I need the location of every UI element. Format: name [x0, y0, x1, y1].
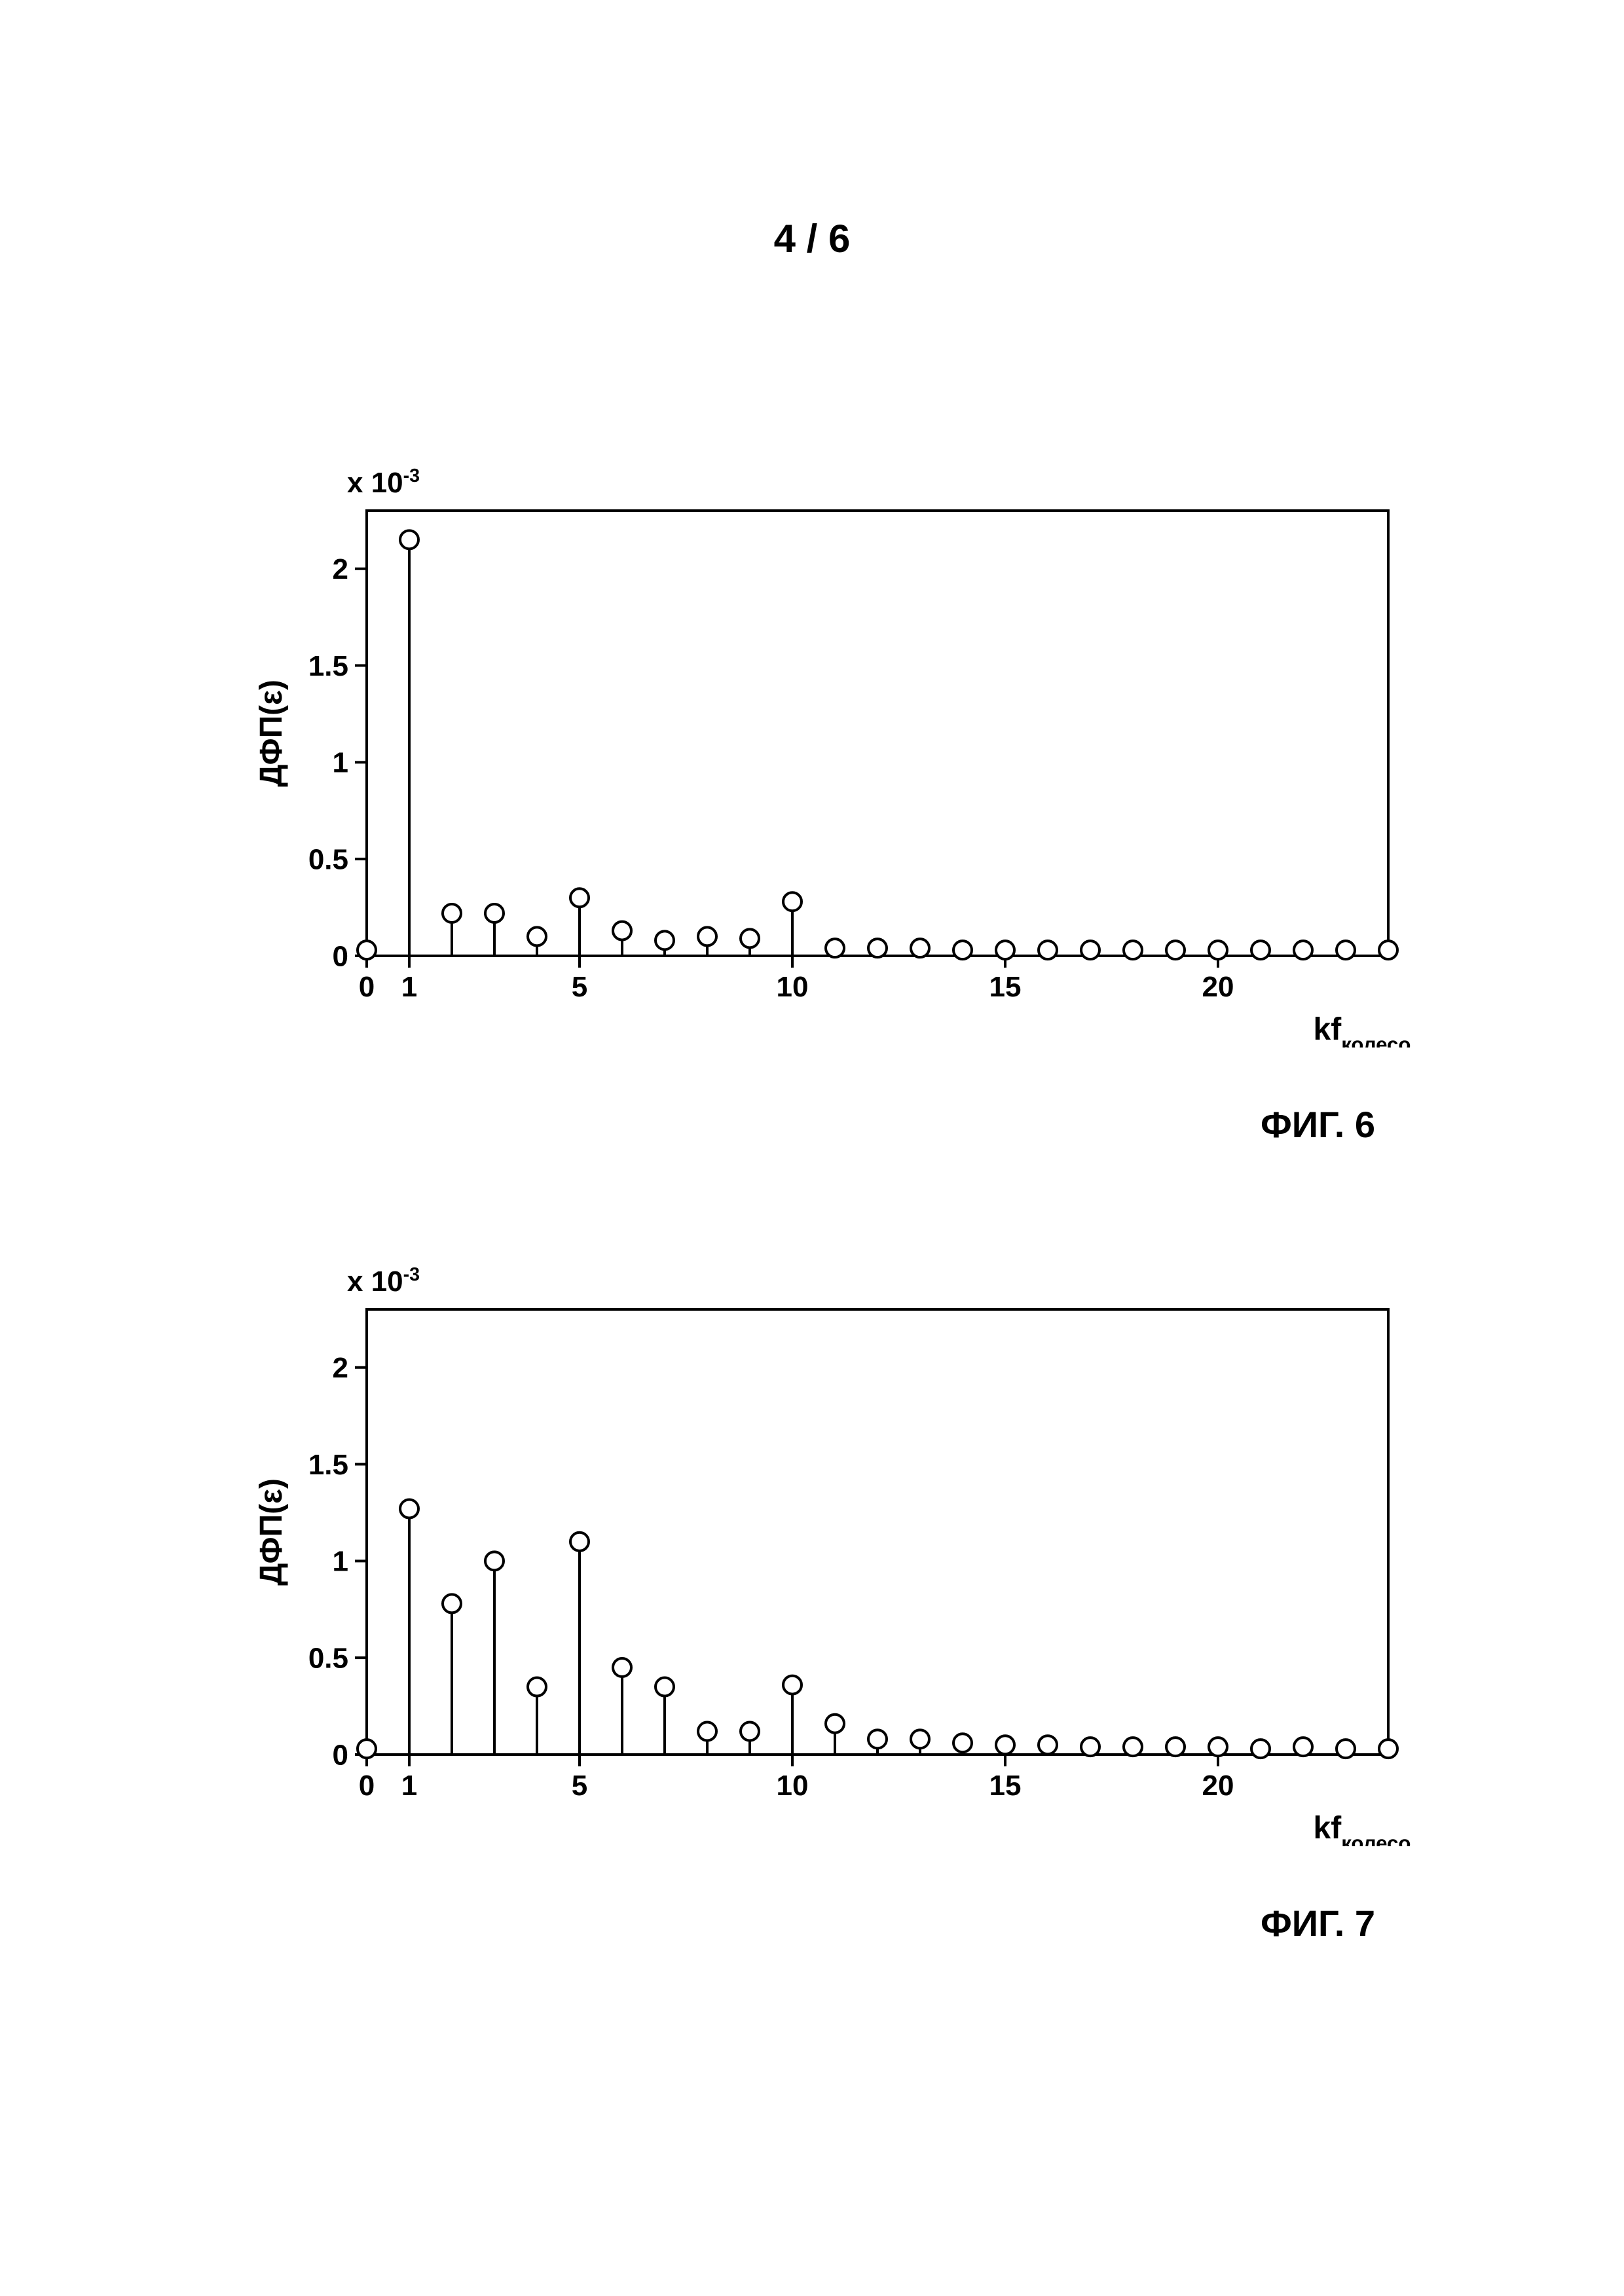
svg-text:1: 1	[401, 1770, 417, 1802]
figure-7: 00.511.52015101520x 10-3ДФП(ε)kfколесо Ф…	[249, 1257, 1414, 1846]
svg-text:2: 2	[333, 1352, 348, 1384]
svg-text:1: 1	[401, 971, 417, 1003]
svg-text:0: 0	[359, 1770, 375, 1802]
svg-text:20: 20	[1202, 971, 1234, 1003]
svg-text:1.5: 1.5	[308, 650, 348, 682]
svg-text:15: 15	[989, 971, 1022, 1003]
svg-text:kfколесо: kfколесо	[1314, 1811, 1411, 1846]
stem-chart-fig7: 00.511.52015101520x 10-3ДФП(ε)kfколесо	[249, 1257, 1414, 1846]
svg-text:ДФП(ε): ДФП(ε)	[254, 1478, 289, 1586]
stem-chart-fig6: 00.511.52015101520x 10-3ДФП(ε)kfколесо	[249, 458, 1414, 1048]
svg-text:0.5: 0.5	[308, 1643, 348, 1675]
svg-text:0: 0	[333, 1739, 348, 1771]
svg-text:x 10-3: x 10-3	[347, 465, 420, 499]
svg-text:1.5: 1.5	[308, 1449, 348, 1481]
svg-text:0: 0	[333, 940, 348, 972]
svg-text:ДФП(ε): ДФП(ε)	[254, 680, 289, 787]
svg-text:10: 10	[777, 1770, 809, 1802]
page-number: 4 / 6	[0, 216, 1624, 261]
svg-text:1: 1	[333, 747, 348, 779]
svg-text:kfколесо: kfколесо	[1314, 1012, 1411, 1048]
svg-text:0.5: 0.5	[308, 844, 348, 876]
svg-text:5: 5	[572, 971, 587, 1003]
svg-text:2: 2	[333, 553, 348, 585]
figure-6-caption: ФИГ. 6	[1261, 1103, 1375, 1146]
page: 4 / 6 00.511.52015101520x 10-3ДФП(ε)kfко…	[0, 0, 1624, 2296]
svg-text:20: 20	[1202, 1770, 1234, 1802]
svg-text:5: 5	[572, 1770, 587, 1802]
svg-text:10: 10	[777, 971, 809, 1003]
svg-text:15: 15	[989, 1770, 1022, 1802]
svg-text:0: 0	[359, 971, 375, 1003]
svg-text:x 10-3: x 10-3	[347, 1264, 420, 1298]
figure-7-caption: ФИГ. 7	[1261, 1902, 1375, 1944]
svg-text:1: 1	[333, 1546, 348, 1578]
figure-6: 00.511.52015101520x 10-3ДФП(ε)kfколесо Ф…	[249, 458, 1414, 1048]
